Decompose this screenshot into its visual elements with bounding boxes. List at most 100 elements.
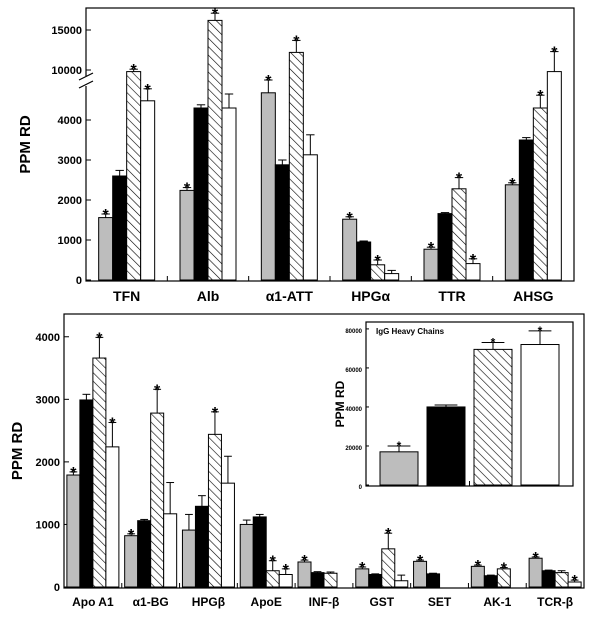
top-chart-significance-star: * [375,253,382,270]
top-chart-significance-star: * [131,62,138,79]
top-chart-bar [437,213,453,281]
bottom-chart-significance-star: * [128,527,135,544]
bottom-chart-significance-star: * [283,562,290,579]
bottom-chart-significance-star: * [301,553,308,570]
inset-chart-significance-star: * [538,324,543,338]
bottom-chart-significance-star: * [385,526,392,543]
top-chart-significance-star: * [212,6,219,23]
bottom-chart-bar [541,570,556,588]
bottom-chart-bar [554,572,569,588]
top-chart-bar [504,184,520,281]
top-chart-y-tick-label: 2000 [58,195,82,207]
top-chart-significance-star: * [551,45,558,62]
top-chart-significance-star: * [265,73,272,90]
top-chart-bar [384,273,400,281]
top-chart-bar [98,217,114,281]
top-chart-y-axis-label: PPM RD [17,115,34,174]
top-chart-bar [518,139,534,281]
top-chart-bar [140,100,156,281]
bottom-chart-bar [323,572,338,588]
top-chart-bar [207,19,223,281]
bottom-chart-bar [207,433,222,588]
top-chart-x-tick-label: AHSG [513,288,554,304]
top-chart-bar [126,71,142,281]
bottom-chart-bar [92,357,107,588]
bottom-chart-y-tick-label: 3000 [36,394,60,406]
top-chart-y-tick-label: 15000 [51,25,82,37]
inset-chart-bar [473,348,513,486]
top-chart-significance-star: * [145,82,152,99]
top-chart-axis-break-mark [78,72,94,81]
inset-chart-y-tick-label: 0 [359,485,363,491]
top-chart-y-tick-label: 0 [76,275,82,287]
top-chart-significance-star: * [537,88,544,105]
bottom-chart-bar [79,399,94,588]
bottom-chart-bar [265,570,280,588]
top-chart-x-tick-label: TTR [438,288,465,304]
top-chart-bar [274,164,290,281]
bottom-chart-significance-star: * [212,405,219,422]
inset-chart-y-axis-label: PPM RD [333,380,347,427]
bottom-chart-x-tick-label: HPGβ [192,595,225,609]
top-chart-bar [342,218,358,281]
top-chart-y-tick-label: 3000 [58,155,82,167]
inset-chart-y-tick-label: 20000 [345,446,362,452]
bottom-chart-y-axis-label: PPM RD [9,422,26,481]
top-chart-x-tick-label: TFN [113,288,140,304]
bottom-chart-bar [239,523,254,588]
top-chart-significance-star: * [293,33,300,50]
top-chart-bar [302,154,318,281]
top-chart-x-tick-label: HPGα [351,288,390,304]
inset-chart-bar [520,344,560,486]
bottom-chart-bar [252,516,267,588]
bottom-chart-bar [426,573,441,588]
bottom-chart-bar [483,575,498,588]
bottom-chart-x-tick-label: Apo A1 [72,595,114,609]
bottom-chart-significance-star: * [109,415,116,432]
bottom-chart-x-tick-label: α1-BG [133,595,169,609]
bottom-chart-bar [163,513,178,588]
bottom-chart-x-tick-label: ApoE [251,595,282,609]
bottom-chart-bar [150,412,165,588]
bottom-chart-significance-star: * [70,465,77,482]
bottom-chart-significance-star: * [359,560,366,577]
top-chart-x-tick-label: Alb [197,288,220,304]
inset-chart-significance-star: * [397,439,402,453]
bottom-chart-y-tick-label: 0 [54,582,60,594]
bottom-chart-bar [66,474,81,588]
top-chart-significance-star: * [470,252,477,269]
top-chart-y-tick-label: 4000 [58,115,82,127]
top-chart-bar [532,107,548,281]
top-chart-bar [193,107,209,281]
inset-chart-bar [426,406,466,486]
bottom-chart-y-tick-label: 4000 [36,332,60,344]
inset-chart-bar [379,451,419,486]
top-chart-y-tick-label: 1000 [58,235,82,247]
inset-chart-y-tick-label: 40000 [345,407,362,413]
bottom-chart-x-tick-label: TCR-β [537,595,573,609]
bottom-chart-frame [63,313,585,589]
top-chart-significance-star: * [103,207,110,224]
bottom-chart-bar [368,573,383,588]
bottom-chart-significance-star: * [417,553,424,570]
top-chart-significance-star: * [456,171,463,188]
bottom-chart-significance-star: * [475,558,482,575]
top-chart-bar [356,241,372,281]
top-chart-bar [112,175,128,281]
bottom-chart-significance-star: * [501,561,508,578]
bottom-chart-bar [181,529,196,588]
top-chart-bar [179,189,195,281]
top-chart-bar [288,51,304,281]
top-chart-frame [85,7,575,282]
bottom-chart-x-tick-label: SET [428,595,452,609]
bottom-chart-y-tick-label: 2000 [36,457,60,469]
top-chart-axis-break-gap [80,76,94,86]
bottom-chart-significance-star: * [571,573,578,590]
top-chart-axis-break-mark [78,80,94,89]
bottom-chart-x-tick-label: GST [369,595,394,609]
top-chart-y-tick-label: 10000 [51,65,82,77]
top-chart-significance-star: * [347,210,354,227]
top-chart-significance-star: * [428,240,435,257]
bottom-chart-bar [137,520,152,588]
